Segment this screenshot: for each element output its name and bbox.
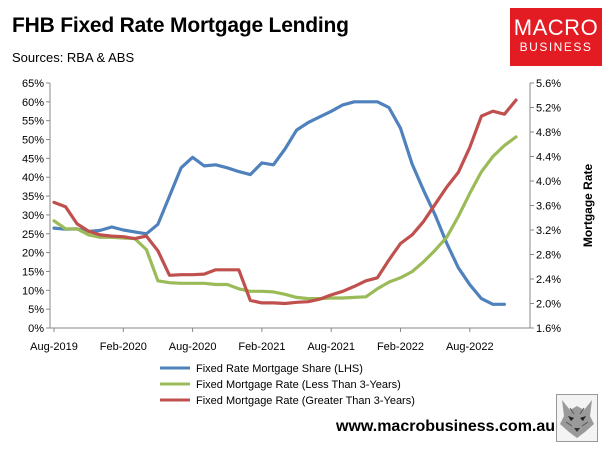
footer-url[interactable]: www.macrobusiness.com.au	[336, 418, 556, 435]
right-tick-label: 2.4%	[536, 274, 561, 286]
left-tick-label: 25%	[22, 229, 44, 241]
right-axis-title: Mortgage Rate	[581, 164, 595, 248]
right-tick-label: 2.8%	[536, 250, 561, 262]
left-tick-label: 30%	[22, 210, 44, 222]
left-tick-label: 65%	[22, 78, 44, 90]
right-tick-label: 5.2%	[536, 103, 561, 115]
logo-line-2: BUSINESS	[519, 40, 593, 54]
x-tick-label: Aug-2022	[446, 341, 494, 353]
logo-line-1: MACRO	[513, 15, 599, 40]
left-tick-label: 60%	[22, 97, 44, 109]
series-line-fixed-rate-mortgage-share-lhs	[52, 100, 506, 306]
x-tick-label: Feb-2022	[377, 341, 424, 353]
left-tick-label: 0%	[28, 323, 44, 335]
legend-label: Fixed Mortgage Rate (Less Than 3-Years)	[196, 379, 401, 391]
chart-legend: Fixed Rate Mortgage Share (LHS) Fixed Mor…	[160, 363, 415, 407]
x-tick-label: Feb-2021	[238, 341, 285, 353]
right-tick-label: 4.0%	[536, 176, 561, 188]
x-tick-label: Aug-2019	[30, 341, 78, 353]
chart-series	[52, 98, 518, 306]
chart-title: FHB Fixed Rate Mortgage Lending	[12, 14, 349, 37]
chart-axes: 0% 5% 10% 15% 20% 25% 30% 35% 40% 45% 50% 55% 60% 65%…	[22, 78, 595, 353]
right-tick-label: 3.6%	[536, 201, 561, 213]
macro-business-logo: MACRO BUSINESS	[510, 8, 602, 66]
legend-label: Fixed Mortgage Rate (Greater Than 3-Year…	[196, 395, 415, 407]
x-tick-label: Feb-2020	[100, 341, 147, 353]
left-tick-label: 45%	[22, 153, 44, 165]
left-tick-label: 50%	[22, 135, 44, 147]
right-tick-label: 1.6%	[536, 323, 561, 335]
right-tick-label: 5.6%	[536, 78, 561, 90]
left-tick-label: 35%	[22, 191, 44, 203]
right-tick-label: 2.0%	[536, 299, 561, 311]
left-tick-label: 15%	[22, 266, 44, 278]
x-tick-label: Aug-2021	[307, 341, 355, 353]
chart-subtitle: Sources: RBA & ABS	[12, 50, 135, 65]
left-tick-label: 5%	[28, 304, 44, 316]
series-line-fixed-mortgage-rate-greater-than-3-years	[52, 98, 518, 306]
left-tick-label: 10%	[22, 285, 44, 297]
left-tick-label: 55%	[22, 116, 44, 128]
left-tick-label: 40%	[22, 172, 44, 184]
right-tick-label: 4.4%	[536, 152, 561, 164]
right-tick-label: 4.8%	[536, 127, 561, 139]
left-tick-label: 20%	[22, 248, 44, 260]
right-tick-label: 3.2%	[536, 225, 561, 237]
series-line-fixed-mortgage-rate-less-than-3-years	[52, 135, 518, 301]
wolf-logo-icon	[556, 394, 598, 442]
legend-label: Fixed Rate Mortgage Share (LHS)	[196, 363, 363, 375]
x-tick-label: Aug-2020	[169, 341, 217, 353]
